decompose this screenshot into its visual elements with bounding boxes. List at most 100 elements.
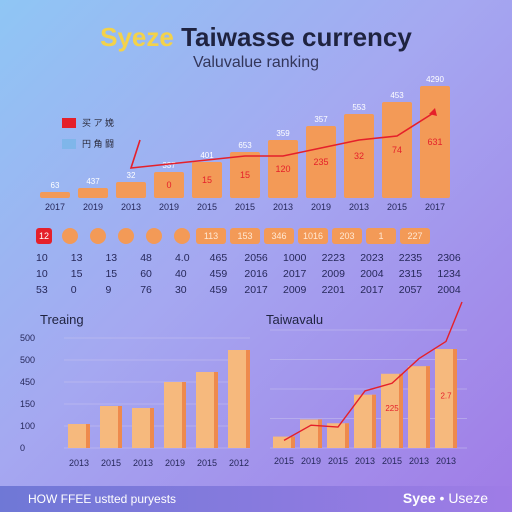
table-cell: 60 (140, 268, 152, 280)
bar (381, 373, 403, 448)
marker-pill: 1 (366, 228, 396, 244)
footer-brand: Syee • Useze (402, 490, 488, 506)
bar-shade (86, 424, 90, 448)
table-cell: 15 (70, 268, 83, 280)
chart-title: Treaing (40, 312, 84, 327)
bar-value-label: 357 (314, 115, 328, 124)
bar-shade (399, 373, 403, 448)
bar (273, 436, 295, 448)
x-tick-label: 2013 (273, 202, 293, 212)
table-cell: 465 (209, 252, 228, 264)
marker-red: 12 (36, 228, 52, 244)
bar-inner-label: 120 (275, 164, 290, 174)
bottom-right-chart: Taiwavalu 2015 2019 2015 2013 225 2015 2013 2.7 2… (266, 301, 467, 466)
bar-shade (118, 406, 122, 448)
bar (354, 394, 376, 448)
bar-value-label: 437 (86, 177, 100, 186)
marker-pill: 203 (332, 228, 362, 244)
table-cell: 2235 (398, 252, 423, 264)
bar-inner-label: 235 (313, 157, 328, 167)
bar (327, 423, 349, 448)
bar-shade (214, 372, 218, 448)
table-cell: 15 (105, 268, 118, 280)
bar (344, 114, 374, 198)
marker-dot (62, 228, 78, 244)
y-tick-label: 450 (20, 377, 35, 387)
bar (100, 406, 122, 448)
bar-inner-label: 74 (392, 145, 402, 155)
table-cell: 76 (140, 284, 152, 296)
bar-inner-label: 0 (166, 180, 171, 190)
bar (154, 172, 184, 198)
bar-shade (246, 350, 250, 448)
bar (300, 419, 322, 448)
table-cell: 1000 (283, 252, 307, 264)
table-cell: 0 (70, 284, 77, 296)
x-tick-label: 2019 (165, 458, 185, 468)
top-bar-chart: 63 2017 437 2019 32 2013 337 0 2019 401 15 2015 653 1… (40, 75, 450, 212)
table-cell: 459 (209, 268, 228, 280)
y-tick-label: 0 (20, 443, 25, 453)
bar-value-label: 453 (390, 91, 404, 100)
x-tick-label: 2017 (45, 202, 65, 212)
bar-inner-label: 15 (240, 170, 250, 180)
table-cell: 2017 (244, 284, 268, 296)
x-tick-label: 2019 (159, 202, 179, 212)
marker-pill: 1016 (298, 228, 328, 244)
y-tick-label: 100 (20, 421, 35, 431)
x-tick-label: 2013 (349, 202, 369, 212)
table-cell: 13 (70, 252, 83, 264)
legend-item: 円 角 闘 (62, 137, 114, 150)
table-cell: 2004 (360, 268, 384, 280)
marker-dot (174, 228, 190, 244)
bar (196, 372, 218, 448)
bar-value-label: 653 (238, 141, 252, 150)
marker-pill: 113 (196, 228, 226, 244)
chart-subtitle: Valuvalue ranking (192, 54, 319, 71)
trend-line (283, 301, 463, 441)
table-cell: 2009 (321, 268, 345, 280)
bar-inner-label: 15 (202, 175, 212, 185)
bar-value-label: 63 (51, 181, 60, 190)
bar-value-label: 401 (200, 151, 214, 160)
table-cell: 2017 (360, 284, 384, 296)
bar-inner-label: 32 (354, 151, 364, 161)
x-tick-label: 2013 (436, 456, 456, 466)
marker-row: 12 113 153 346 1016 203 1 227 (36, 228, 476, 244)
y-tick-label: 150 (20, 399, 35, 409)
trend-arrowhead (429, 108, 437, 116)
bar-shade (318, 419, 322, 448)
data-table: 12 113 153 346 1016 203 1 227 10 13 13 48 4.0 465 205… (36, 228, 476, 300)
bar-value-label: 553 (352, 103, 366, 112)
table-row: 53 0 9 76 30 459 2017 2009 2201 2017 2057 2004 (36, 284, 476, 296)
bar (132, 408, 154, 448)
y-tick-label: 500 (20, 333, 35, 343)
x-tick-label: 2017 (425, 202, 445, 212)
bar (382, 102, 412, 198)
bar (408, 366, 430, 448)
x-tick-label: 2013 (69, 458, 89, 468)
x-tick-label: 2019 (311, 202, 331, 212)
chart-title: Syeze Taiwasse currency (0, 22, 512, 53)
bar (40, 192, 70, 198)
x-tick-label: 2015 (382, 456, 402, 466)
bar-shade (426, 366, 430, 448)
bar-shade (291, 436, 295, 448)
bar (228, 350, 250, 448)
x-tick-label: 2013 (355, 456, 375, 466)
trend-line (129, 111, 436, 169)
table-row: 10 15 15 60 40 459 2016 2017 2009 2004 2315 1234 (36, 268, 476, 280)
table-cell: 2056 (244, 252, 268, 264)
bar-shade (372, 394, 376, 448)
bar-inner-label: 225 (385, 404, 399, 413)
bar-value-label: 359 (276, 129, 290, 138)
bar (78, 188, 108, 198)
footer-brand-name: Syee (402, 490, 436, 506)
table-cell: 2017 (283, 268, 307, 280)
y-tick-label: 500 (20, 355, 35, 365)
table-cell: 1234 (437, 268, 461, 280)
brand-name: Syeze (100, 22, 174, 52)
footer-bar: HOW FFEE ustted puryests Syee • Useze (0, 486, 512, 512)
bar (116, 182, 146, 198)
bar-inner-label: 631 (427, 137, 442, 147)
